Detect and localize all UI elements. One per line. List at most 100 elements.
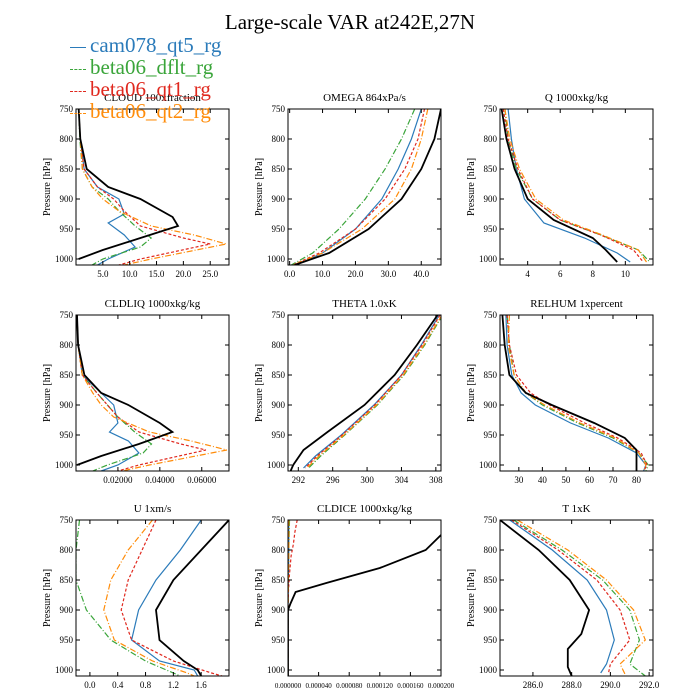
legend-item: beta06_dflt_rg xyxy=(70,56,221,78)
y-tick-label: 800 xyxy=(484,545,498,555)
y-axis-label: Pressure [hPa] xyxy=(254,158,265,216)
y-tick-label: 900 xyxy=(60,400,74,410)
panel-title: CLOUD 100xfraction xyxy=(104,92,201,104)
x-tick-label: 0.000080 xyxy=(336,682,363,690)
y-tick-label: 950 xyxy=(272,635,286,645)
y-tick-label: 800 xyxy=(272,340,286,350)
x-tick-label: 20.0 xyxy=(348,269,364,279)
y-tick-label: 800 xyxy=(484,134,498,144)
series-line xyxy=(501,315,638,471)
x-tick-label: 0.4 xyxy=(112,680,124,690)
y-tick-label: 1000 xyxy=(267,254,286,264)
series-line xyxy=(504,109,647,263)
series-line xyxy=(308,316,441,469)
y-tick-label: 900 xyxy=(60,194,74,204)
y-tick-label: 950 xyxy=(60,635,74,645)
y-tick-label: 750 xyxy=(484,515,498,525)
y-tick-label: 900 xyxy=(272,605,286,615)
series-line xyxy=(120,520,223,676)
x-tick-label: 15.0 xyxy=(149,269,165,279)
y-tick-label: 1000 xyxy=(267,665,286,675)
y-tick-label: 1000 xyxy=(479,665,498,675)
x-tick-label: 10.0 xyxy=(122,269,138,279)
series-line xyxy=(506,315,648,471)
x-tick-label: 290.0 xyxy=(600,680,621,690)
x-tick-label: 20.0 xyxy=(175,269,191,279)
x-tick-label: 0.06000 xyxy=(187,475,217,485)
series-line xyxy=(291,109,416,265)
x-tick-label: 30 xyxy=(514,475,524,485)
y-tick-label: 950 xyxy=(60,224,74,234)
legend-item: beta06_qt1_rg xyxy=(70,78,221,100)
y-tick-label: 900 xyxy=(272,194,286,204)
series-line xyxy=(77,109,180,260)
y-tick-label: 750 xyxy=(484,104,498,114)
panel: 750 800 850 900 950 1000 5.0 10.0 15.0 20.0 25.0 CL… xyxy=(42,92,230,279)
y-tick-label: 1000 xyxy=(55,460,74,470)
y-tick-label: 900 xyxy=(272,400,286,410)
y-tick-label: 750 xyxy=(272,310,286,320)
series-group xyxy=(77,109,227,265)
y-tick-label: 750 xyxy=(484,310,498,320)
series-line xyxy=(511,520,631,674)
y-axis-label: Pressure [hPa] xyxy=(254,364,265,422)
series-line xyxy=(76,315,228,471)
y-tick-label: 800 xyxy=(60,340,74,350)
series-line xyxy=(500,109,618,263)
y-tick-label: 950 xyxy=(272,224,286,234)
panel-title: Q 1000xkg/kg xyxy=(545,92,609,104)
series-group xyxy=(288,520,441,676)
series-group xyxy=(500,109,651,263)
series-group xyxy=(289,315,441,471)
chart-title: Large-scale VAR at242E,27N xyxy=(224,10,476,34)
plot-frame xyxy=(75,519,230,677)
x-tick-label: 0.000000 xyxy=(275,682,302,690)
y-tick-label: 750 xyxy=(60,515,74,525)
panel-title: CLDLIQ 1000xkg/kg xyxy=(105,298,201,310)
x-tick-label: 286.0 xyxy=(523,680,544,690)
plot-frame xyxy=(499,519,654,677)
x-tick-label: 30.0 xyxy=(380,269,396,279)
x-tick-label: 0.000120 xyxy=(367,682,394,690)
y-tick-label: 800 xyxy=(484,340,498,350)
x-tick-label: 304 xyxy=(395,475,409,485)
series-line xyxy=(103,520,195,676)
series-line xyxy=(303,315,440,469)
legend-label: beta06_dflt_rg xyxy=(90,55,214,79)
x-tick-label: 0.0 xyxy=(84,680,96,690)
y-tick-label: 850 xyxy=(484,370,498,380)
x-tick-label: 292 xyxy=(292,475,306,485)
y-tick-label: 850 xyxy=(60,370,74,380)
x-tick-label: 0.000040 xyxy=(305,682,332,690)
series-line xyxy=(292,109,429,265)
legend-swatch xyxy=(70,90,86,92)
y-axis-label: Pressure [hPa] xyxy=(42,364,53,422)
series-line xyxy=(78,109,153,265)
y-tick-label: 950 xyxy=(484,224,498,234)
series-line xyxy=(505,315,647,471)
y-tick-label: 800 xyxy=(272,134,286,144)
series-line xyxy=(292,109,426,265)
plot-frame xyxy=(499,108,654,266)
x-tick-label: 0.000200 xyxy=(428,682,455,690)
y-tick-label: 850 xyxy=(60,164,74,174)
series-line xyxy=(517,520,647,676)
plot-frame xyxy=(75,314,230,472)
x-tick-label: 0.04000 xyxy=(145,475,175,485)
plot-frame xyxy=(287,108,442,266)
y-tick-label: 1000 xyxy=(479,254,498,264)
series-line xyxy=(130,520,202,676)
series-line xyxy=(76,315,207,471)
x-tick-label: 80 xyxy=(632,475,642,485)
panel: 750 800 850 900 950 1000 286.0 288.0 290.0 292.0 T… xyxy=(466,503,660,690)
legend-label: cam078_qt5_rg xyxy=(90,33,222,57)
y-axis-label: Pressure [hPa] xyxy=(466,158,477,216)
x-tick-label: 60 xyxy=(585,475,595,485)
y-tick-label: 850 xyxy=(484,164,498,174)
panel-title: OMEGA 864xPa/s xyxy=(323,92,406,104)
y-tick-label: 950 xyxy=(60,430,74,440)
y-tick-label: 1000 xyxy=(55,254,74,264)
x-tick-label: 1.6 xyxy=(196,680,208,690)
x-tick-label: 0.02000 xyxy=(103,475,133,485)
